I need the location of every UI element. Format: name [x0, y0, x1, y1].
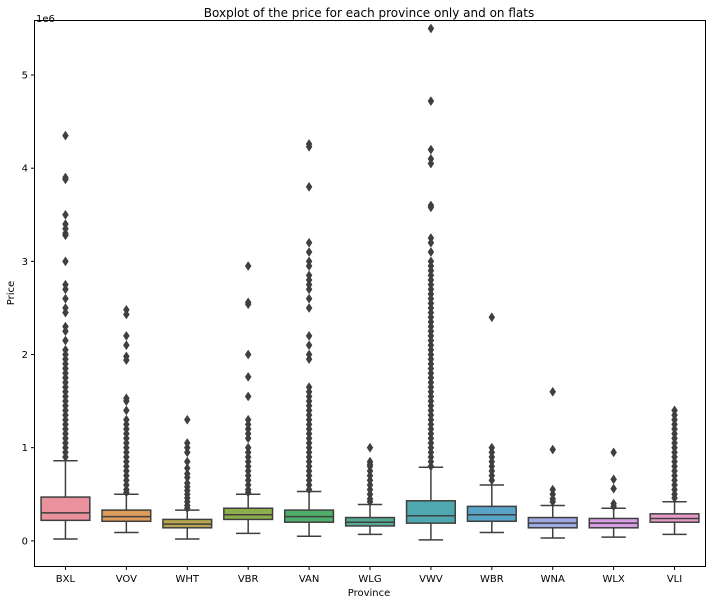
y-tick-label: 2	[22, 350, 28, 361]
x-tick-label: WNA	[541, 574, 565, 585]
outlier-point	[244, 349, 252, 360]
outlier-point	[549, 386, 557, 397]
outlier-point	[610, 447, 617, 458]
outlier-point	[62, 230, 69, 241]
outlier-point	[305, 302, 313, 313]
outlier-point	[123, 340, 130, 351]
outlier-point	[610, 501, 617, 512]
outlier-point	[183, 503, 191, 514]
box-iqr	[405, 500, 457, 524]
x-tick-label: WLG	[358, 574, 381, 585]
outlier-point	[305, 141, 313, 152]
outlier-point	[123, 487, 130, 498]
x-tick-label: VAN	[299, 574, 320, 585]
box-iqr	[466, 505, 517, 523]
outlier-point	[244, 299, 252, 310]
outlier-point	[549, 496, 557, 507]
x-tick-label: VWV	[419, 574, 443, 585]
outlier-point	[610, 474, 617, 485]
x-axis-label: Province	[348, 588, 391, 599]
outlier-point	[427, 144, 435, 155]
x-tick-label: WHT	[176, 574, 200, 585]
outlier-point	[62, 293, 69, 304]
chart-title: Boxplot of the price for each province o…	[204, 6, 534, 20]
outlier-point	[427, 158, 435, 169]
outlier-point	[305, 237, 313, 248]
box-wna	[527, 386, 578, 539]
x-tick-label: WBR	[480, 574, 504, 585]
outlier-point	[244, 261, 252, 271]
box-iqr	[101, 509, 152, 523]
outlier-point	[183, 414, 191, 425]
box-van	[283, 139, 335, 537]
y-tick-label: 4	[22, 164, 28, 175]
outlier-point	[62, 307, 69, 318]
x-tick-label: VLI	[667, 574, 682, 585]
outlier-point	[427, 202, 435, 213]
outlier-point	[62, 256, 69, 267]
outlier-point	[305, 247, 313, 257]
outlier-point	[305, 181, 313, 192]
box-wht	[162, 414, 213, 540]
outlier-point	[488, 475, 496, 486]
outlier-point	[62, 209, 69, 220]
outlier-point	[305, 354, 313, 365]
outlier-point	[427, 23, 435, 34]
outlier-point	[549, 444, 557, 455]
plot-area	[40, 23, 700, 541]
outlier-point	[366, 496, 374, 507]
outlier-point	[610, 483, 617, 494]
box-wlx	[588, 447, 639, 538]
outlier-point	[488, 312, 496, 323]
outlier-point	[123, 309, 130, 320]
box-vov	[101, 304, 152, 534]
outlier-point	[366, 442, 374, 453]
x-tick-label: WLX	[602, 574, 624, 585]
outlier-point	[244, 391, 252, 402]
outlier-point	[123, 405, 130, 416]
box-vbr	[223, 261, 274, 535]
y-axis-label: Price	[6, 281, 17, 305]
y-tick-label: 5	[22, 71, 28, 82]
box-vwv	[405, 23, 457, 541]
box-bxl	[40, 130, 91, 540]
outlier-point	[62, 130, 69, 141]
x-tick-label: VBR	[238, 574, 259, 585]
outlier-point	[62, 174, 69, 185]
outlier-point	[305, 293, 313, 304]
outlier-point	[305, 340, 313, 351]
outlier-point	[427, 96, 435, 107]
box-iqr	[40, 496, 91, 522]
box-vli	[649, 405, 700, 536]
outlier-point	[427, 461, 435, 472]
outlier-point	[671, 493, 678, 503]
outlier-point	[123, 330, 130, 341]
box-wbr	[466, 312, 517, 534]
y-tick-label: 0	[22, 536, 28, 547]
outlier-point	[62, 335, 69, 346]
x-tick-label: BXL	[56, 574, 76, 585]
outlier-point	[244, 371, 252, 382]
y-tick-label: 1	[22, 443, 28, 454]
box-iqr	[223, 507, 274, 521]
outlier-point	[123, 355, 130, 366]
x-tick-label: VOV	[116, 574, 137, 585]
y-tick-label: 3	[22, 257, 28, 268]
outlier-point	[305, 484, 313, 495]
y-axis: 0 1 2 3 4 5	[22, 71, 35, 547]
x-axis: BXL VOV WHT VBR VAN WLG VWV WBR WNA WLX VLI	[56, 566, 682, 585]
box-wlg	[344, 442, 396, 536]
outlier-point	[305, 330, 313, 341]
outlier-point	[62, 452, 69, 462]
outlier-point	[244, 487, 252, 498]
outlier-point	[427, 247, 435, 257]
y-axis-multiplier: 1e6	[36, 14, 55, 25]
